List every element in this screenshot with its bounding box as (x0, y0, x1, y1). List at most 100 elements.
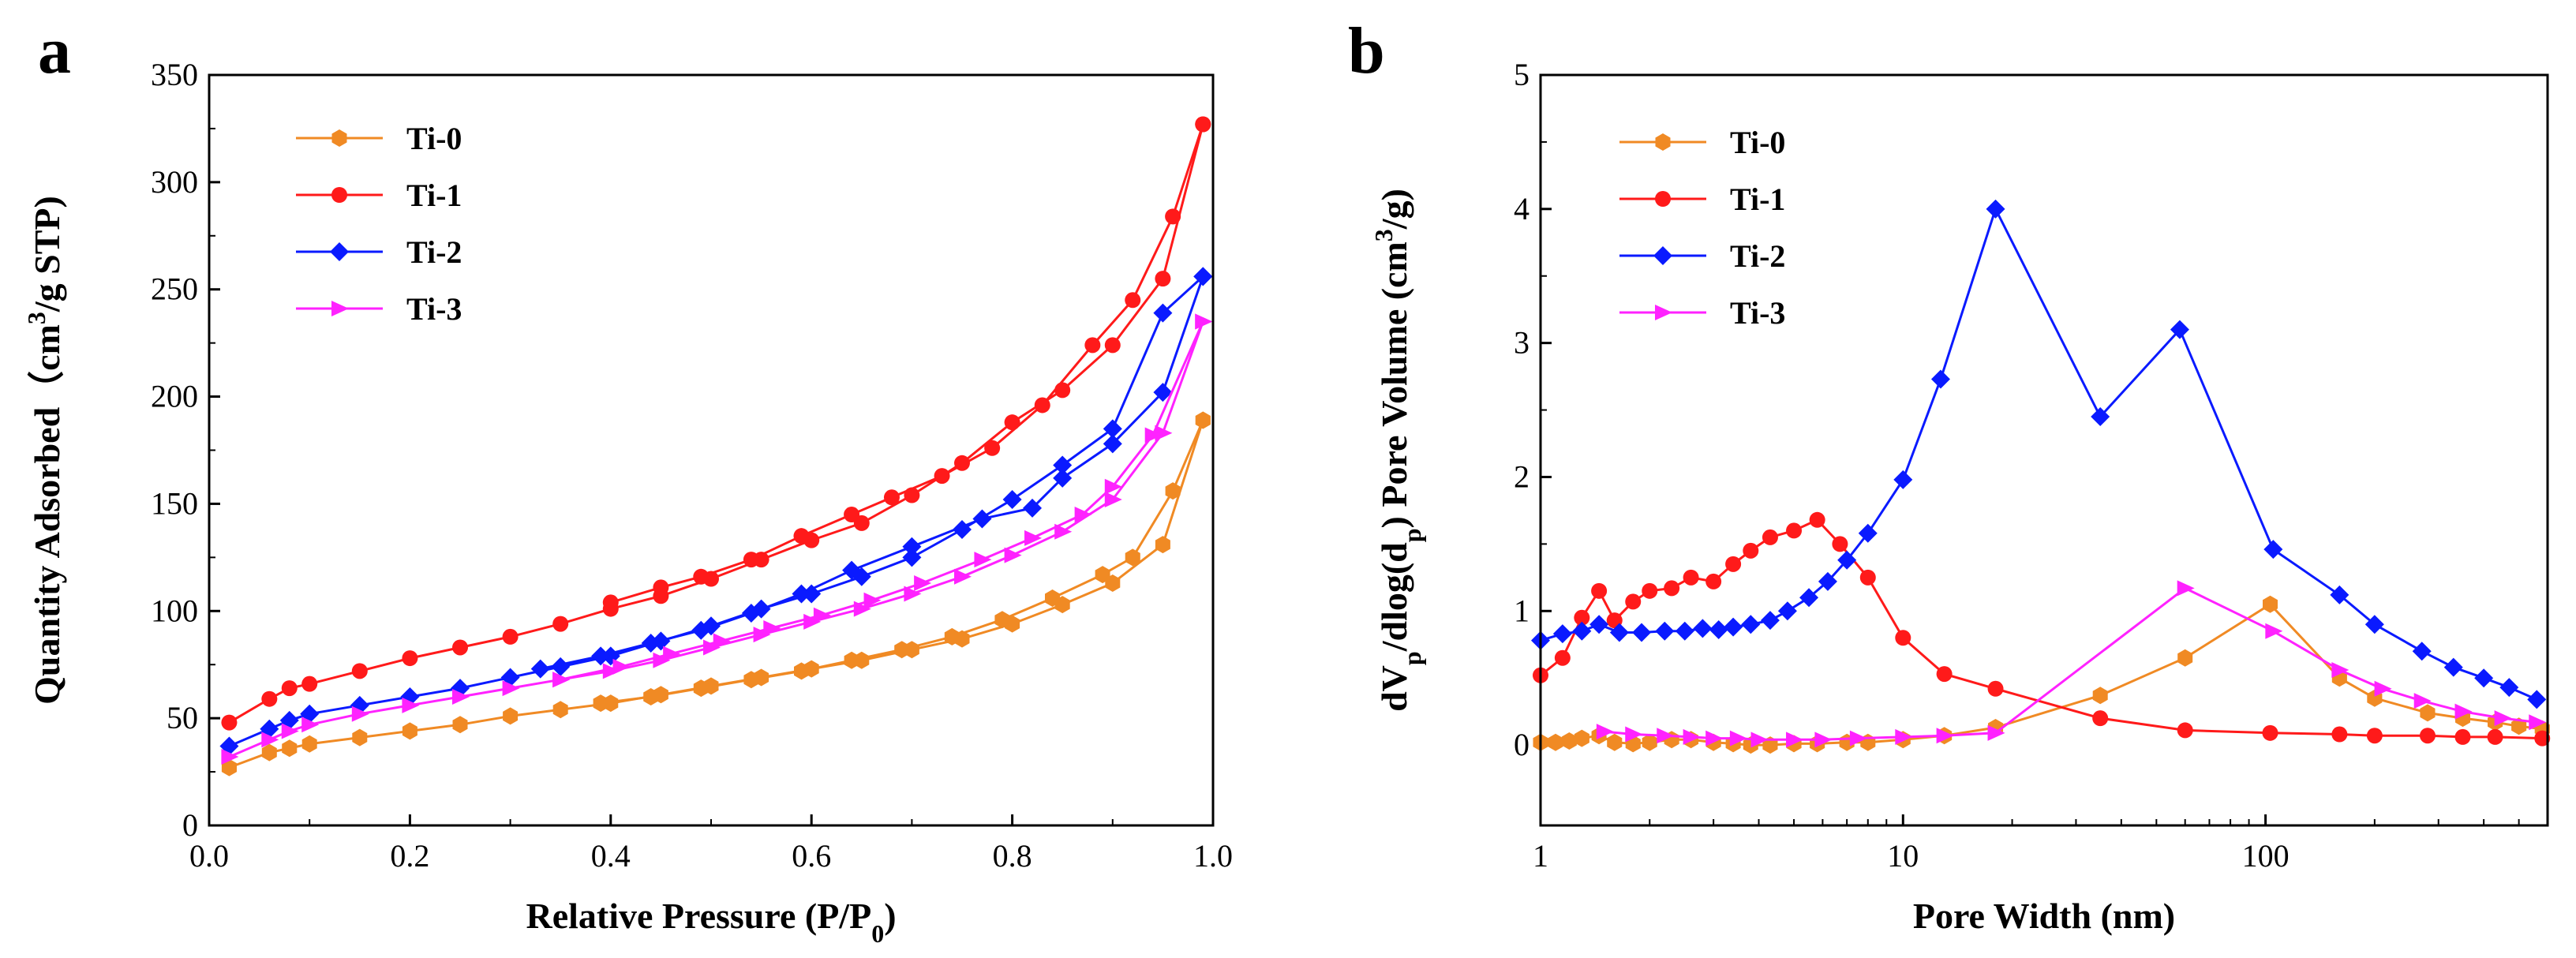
data-point-ti-3 (904, 586, 922, 602)
data-point-ti-1 (502, 628, 519, 645)
series-ti-3 (221, 313, 1213, 765)
data-point-ti-2 (1799, 588, 1819, 608)
data-point-ti-3 (974, 552, 992, 568)
data-point-ti-1 (743, 552, 759, 568)
data-point-ti-3 (1155, 425, 1173, 441)
data-point-ti-2 (902, 537, 922, 556)
b-ytick-label: 5 (1514, 57, 1530, 92)
data-point-ti-0 (994, 611, 1010, 629)
data-point-ti-1 (351, 663, 368, 679)
data-point-ti-2 (842, 560, 862, 580)
legend-item-ti-3: Ti-3 (296, 291, 462, 327)
data-point-ti-0 (1574, 729, 1589, 747)
data-point-ti-3 (1625, 726, 1643, 743)
panel-a-letter: a (38, 14, 71, 88)
data-point-ti-3 (1104, 491, 1122, 507)
data-point-ti-2 (2364, 615, 2384, 634)
data-point-ti-3 (1104, 478, 1122, 495)
data-point-ti-2 (972, 509, 992, 529)
data-point-ti-2 (1930, 369, 1950, 389)
data-point-ti-2 (2170, 320, 2189, 339)
data-point-ti-0 (894, 641, 910, 659)
data-point-ti-3 (1596, 724, 1614, 740)
data-point-ti-2 (2412, 642, 2432, 661)
legend-marker (1655, 133, 1671, 151)
data-point-ti-3 (1024, 530, 1043, 546)
legend-label: Ti-0 (1730, 125, 1785, 160)
data-point-ti-2 (1589, 615, 1609, 634)
legend-marker (331, 301, 349, 316)
series-line-ti-3 (1604, 586, 2537, 741)
data-point-ti-1 (1004, 414, 1020, 431)
panel-b-chart: b 0 1 2 3 4 5 1 10 100 Ti-0 Ti-1 Ti-2 Ti-3 Pore Wid… (1348, 14, 2551, 936)
a-xtick-label: 1.0 (1193, 838, 1233, 874)
panel-a-legend: Ti-0 Ti-1 Ti-2 Ti-3 (296, 121, 462, 327)
data-point-ti-0 (1155, 536, 1170, 554)
data-point-ti-0 (221, 758, 237, 777)
panel-b-series (1531, 199, 2551, 754)
data-point-ti-3 (1849, 730, 1867, 747)
data-point-ti-3 (1750, 732, 1769, 748)
b-xtick-label: 100 (2242, 838, 2290, 874)
data-point-ti-2 (1818, 571, 1837, 591)
data-point-ti-3 (1786, 732, 1804, 748)
data-point-ti-0 (261, 743, 277, 762)
panel-a-ylabel-main: Quantity Adsorbed（cm (27, 324, 67, 705)
data-point-ti-1 (1574, 609, 1590, 626)
data-point-ti-2 (1675, 621, 1694, 641)
data-point-ti-0 (2511, 717, 2527, 735)
series-ti-1 (1533, 511, 2551, 747)
a-ytick-label: 0 (182, 807, 198, 843)
data-point-ti-2 (530, 659, 550, 679)
data-point-ti-1 (883, 489, 900, 506)
data-point-ti-2 (1103, 434, 1122, 454)
legend-item-ti-1: Ti-1 (1619, 181, 1785, 217)
data-point-ti-1 (1104, 337, 1121, 354)
panel-a-xlabel-end: ) (884, 896, 896, 936)
data-point-ti-1 (452, 639, 468, 656)
panel-a-xlabel-main: Relative Pressure (P/P (526, 896, 871, 936)
data-point-ti-0 (844, 651, 859, 669)
data-point-ti-1 (844, 507, 860, 523)
data-point-ti-1 (693, 568, 710, 585)
data-point-ti-2 (1693, 619, 1713, 638)
data-point-ti-2 (1552, 624, 1572, 644)
data-point-ti-1 (2177, 722, 2193, 739)
data-point-ti-1 (2487, 728, 2503, 745)
data-point-ti-3 (281, 723, 299, 739)
data-point-ti-0 (1125, 548, 1140, 567)
data-point-ti-0 (1195, 411, 1211, 429)
data-point-ti-2 (1655, 621, 1675, 641)
data-point-ti-3 (1054, 523, 1073, 540)
data-point-ti-2 (1053, 468, 1073, 488)
data-point-ti-3 (1004, 547, 1022, 563)
series-line-ti-1-desorption (610, 124, 1204, 604)
a-ytick-label: 250 (151, 271, 198, 307)
panel-b-y-axis-title: dVp/dlog(dp) Pore Volume (cm3/g) (1369, 189, 1426, 712)
data-point-ti-1 (1832, 536, 1848, 552)
data-point-ti-3 (914, 574, 932, 591)
a-xtick-label: 0.4 (591, 838, 631, 874)
data-point-ti-0 (794, 662, 809, 680)
data-point-ti-0 (2177, 649, 2193, 667)
panel-b-ticks: 0 1 2 3 4 5 1 10 100 (1514, 57, 2548, 874)
data-point-ti-1 (2262, 724, 2278, 741)
data-point-ti-2 (641, 634, 661, 653)
data-point-ti-3 (452, 688, 470, 705)
a-xtick-label: 0.2 (390, 838, 429, 874)
data-point-ti-2 (2443, 657, 2463, 677)
data-point-ti-1 (2092, 710, 2109, 727)
data-point-ti-3 (954, 568, 972, 585)
data-point-ti-3 (1683, 728, 1701, 745)
data-point-ti-3 (713, 633, 731, 649)
data-point-ti-1 (1084, 337, 1101, 354)
data-point-ti-1 (1554, 649, 1571, 666)
data-point-ti-3 (351, 705, 369, 722)
panel-b-frame (1539, 73, 2549, 827)
data-point-ti-3 (2177, 580, 2195, 597)
data-point-ti-3 (1936, 728, 1954, 744)
data-point-ti-0 (1548, 733, 1563, 751)
data-point-ti-2 (902, 548, 922, 567)
legend-marker (331, 187, 347, 203)
data-point-ti-0 (2263, 595, 2278, 613)
